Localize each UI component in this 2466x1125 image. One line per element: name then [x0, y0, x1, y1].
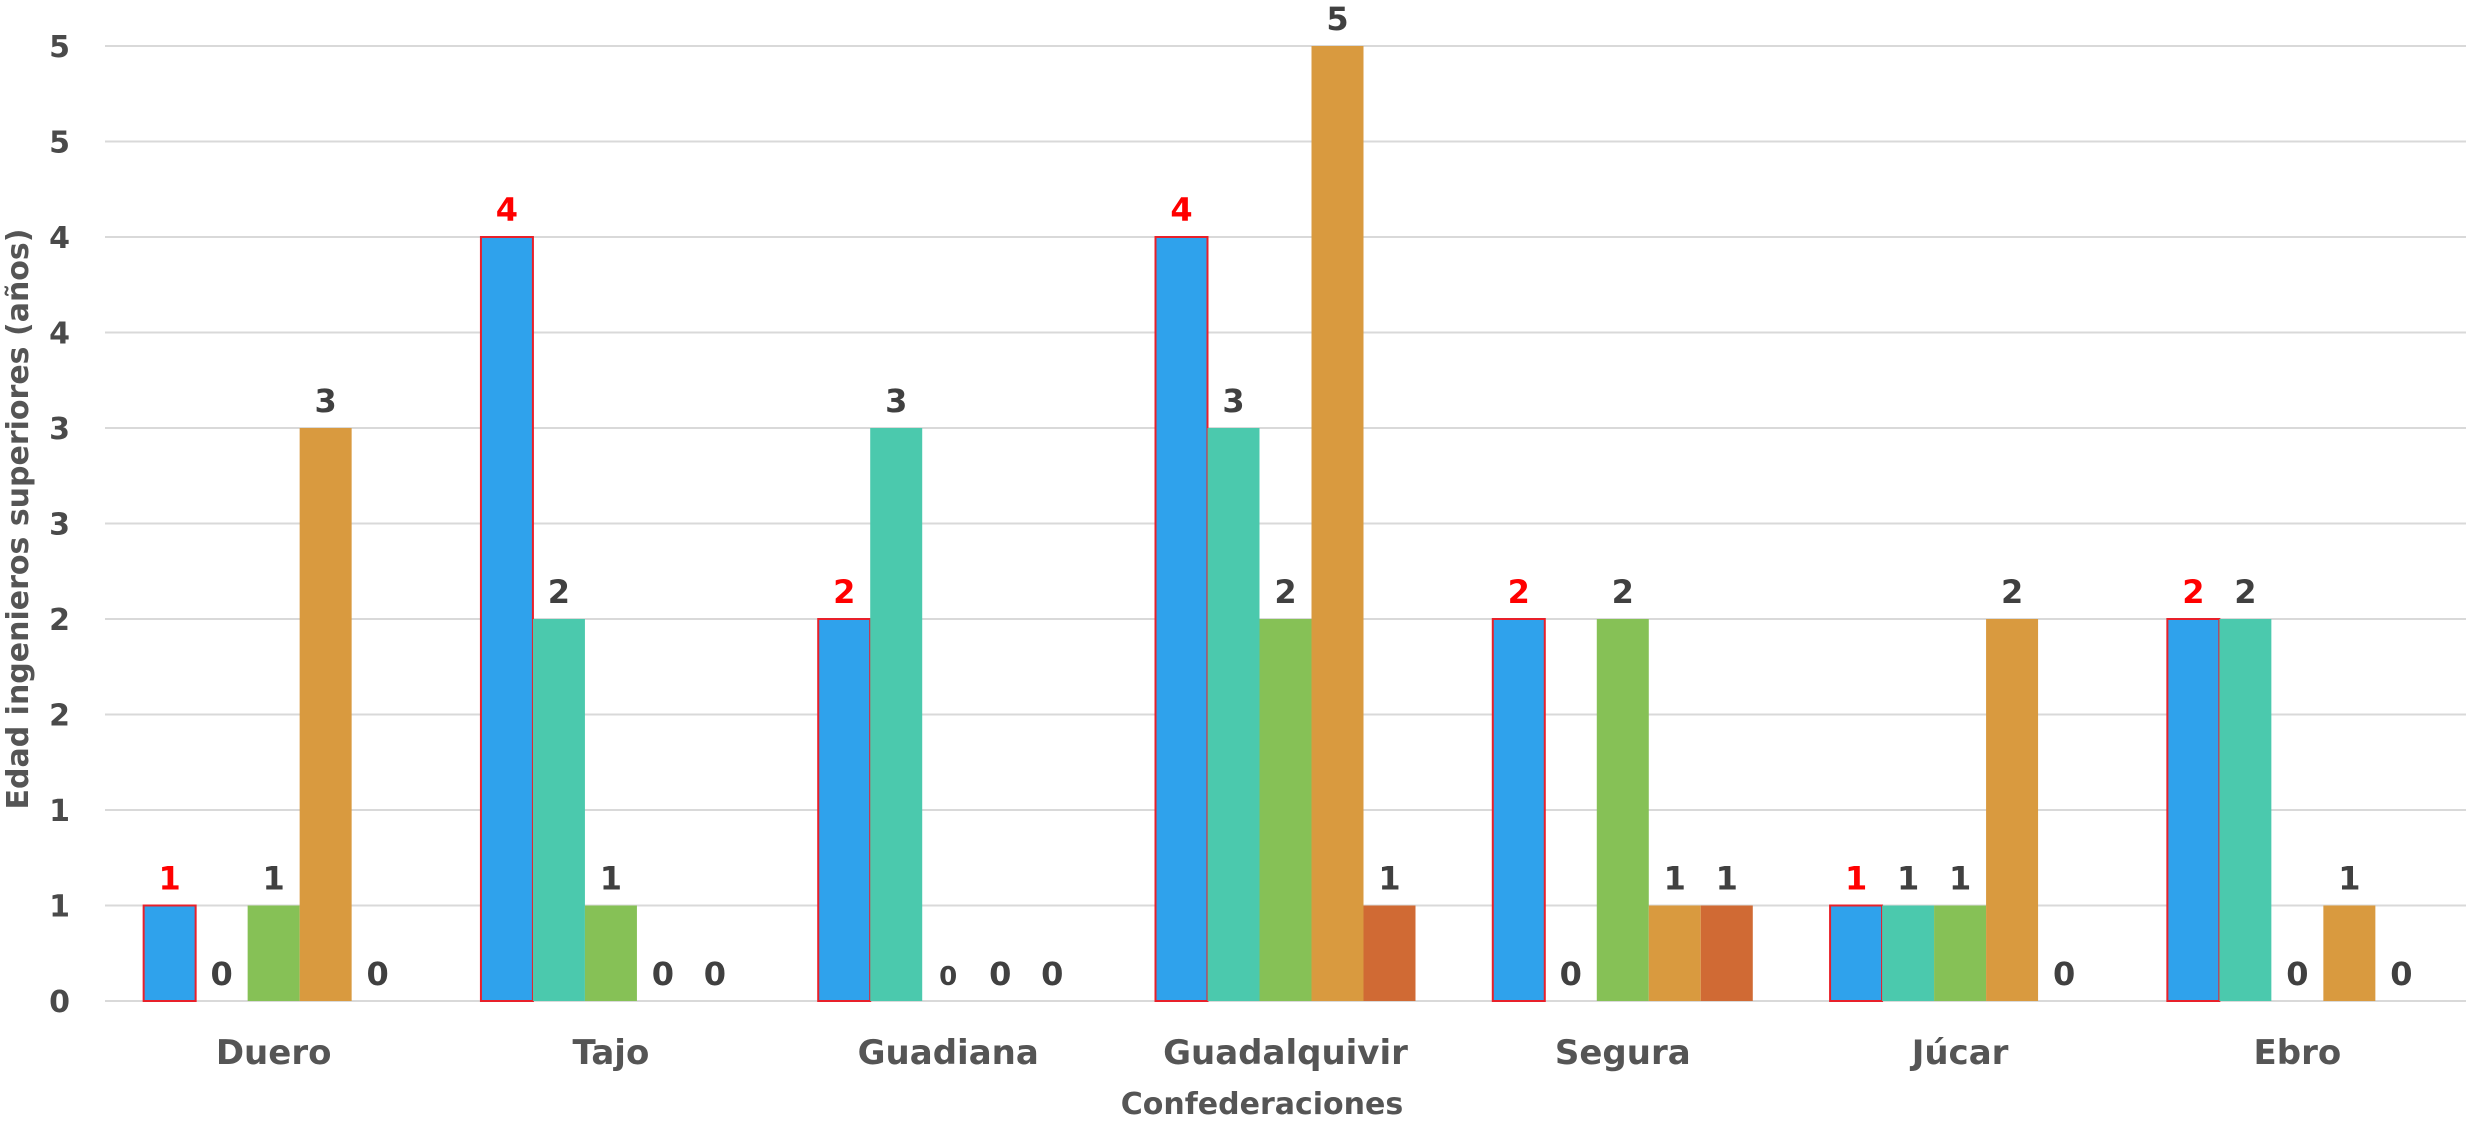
category-label: Guadalquivir: [1163, 1033, 1408, 1073]
y-tick-label: 3: [49, 412, 70, 447]
data-label: 2: [2234, 573, 2256, 611]
y-axis-title: Edad ingenieros superiores (años): [1, 229, 36, 810]
data-label: 1: [159, 860, 181, 898]
y-tick-label: 3: [49, 508, 70, 543]
data-label: 0: [2286, 955, 2308, 993]
bar: [1154, 236, 1209, 1002]
bar: [817, 618, 872, 1002]
bar: [532, 619, 585, 1001]
y-axis-ticks: 0 1 1 2 2 3 3 4 4 5 5: [49, 30, 70, 1020]
bar: [2166, 618, 2221, 1002]
bar: [1491, 618, 1546, 1002]
y-tick-label: 5: [49, 126, 70, 161]
data-label: 4: [1170, 191, 1192, 229]
data-label: 0: [704, 955, 726, 993]
bar: [299, 428, 352, 1001]
y-tick-label: 2: [49, 603, 70, 638]
bar: [142, 904, 197, 1002]
data-label: 1: [2338, 860, 2360, 898]
data-label: 2: [1274, 573, 1296, 611]
data-label: 0: [1560, 955, 1582, 993]
data-label: 2: [1508, 573, 1530, 611]
data-label: 1: [1949, 860, 1971, 898]
x-axis-categories: Duero Tajo Guadiana Guadalquivir Segura Júcar…: [216, 1033, 2341, 1073]
data-label: 1: [1716, 860, 1738, 898]
bar: [1648, 905, 1701, 1001]
bars: [142, 46, 2376, 1002]
bar: [1986, 619, 2039, 1001]
category-label: Segura: [1555, 1033, 1691, 1073]
data-label: 2: [2182, 573, 2204, 611]
bar: [1363, 905, 1416, 1001]
data-label: 3: [315, 382, 337, 420]
data-label: 5: [1326, 0, 1348, 38]
data-label: 0: [2390, 955, 2412, 993]
bar: [1259, 619, 1312, 1001]
data-label: 0: [367, 955, 389, 993]
data-label: 2: [1612, 573, 1634, 611]
bar: [1934, 905, 1987, 1001]
y-tick-label: 4: [49, 221, 70, 256]
bar: [1596, 619, 1649, 1001]
category-label: Guadiana: [858, 1033, 1039, 1073]
x-axis-title: Confederaciones: [1121, 1087, 1403, 1121]
bar: [1311, 46, 1364, 1001]
data-label: 1: [1378, 860, 1400, 898]
data-label: 4: [496, 191, 518, 229]
category-label: Júcar: [1910, 1033, 2009, 1073]
data-label: 0: [939, 962, 957, 992]
data-label: 0: [989, 955, 1011, 993]
y-tick-label: 4: [49, 317, 70, 352]
data-label: 2: [2001, 573, 2023, 611]
bar: [1700, 905, 1753, 1001]
data-label: 1: [1664, 860, 1686, 898]
bar: [1207, 428, 1260, 1001]
data-label: 1: [1845, 860, 1867, 898]
data-label: 0: [652, 955, 674, 993]
data-label: 1: [263, 860, 285, 898]
bar: [479, 236, 534, 1002]
y-tick-label: 2: [49, 699, 70, 734]
bar: [247, 905, 300, 1001]
data-label: 3: [1222, 382, 1244, 420]
y-tick-label: 1: [49, 794, 70, 829]
bar: [1882, 905, 1935, 1001]
data-label: 3: [885, 382, 907, 420]
category-label: Ebro: [2254, 1033, 2342, 1073]
data-label: 2: [833, 573, 855, 611]
bar: [2219, 619, 2272, 1001]
y-tick-label: 0: [49, 985, 70, 1020]
category-label: Duero: [216, 1033, 332, 1073]
bar: [584, 905, 637, 1001]
data-label: 0: [211, 955, 233, 993]
category-label: Tajo: [573, 1033, 650, 1073]
bar: [870, 428, 923, 1001]
data-label: 0: [1041, 955, 1063, 993]
y-tick-label: 5: [49, 30, 70, 65]
data-label: 1: [600, 860, 622, 898]
bar: [1829, 904, 1884, 1002]
data-label: 0: [2053, 955, 2075, 993]
y-tick-label: 1: [49, 890, 70, 925]
bar: [2323, 905, 2376, 1001]
data-label: 2: [548, 573, 570, 611]
data-label: 1: [1897, 860, 1919, 898]
